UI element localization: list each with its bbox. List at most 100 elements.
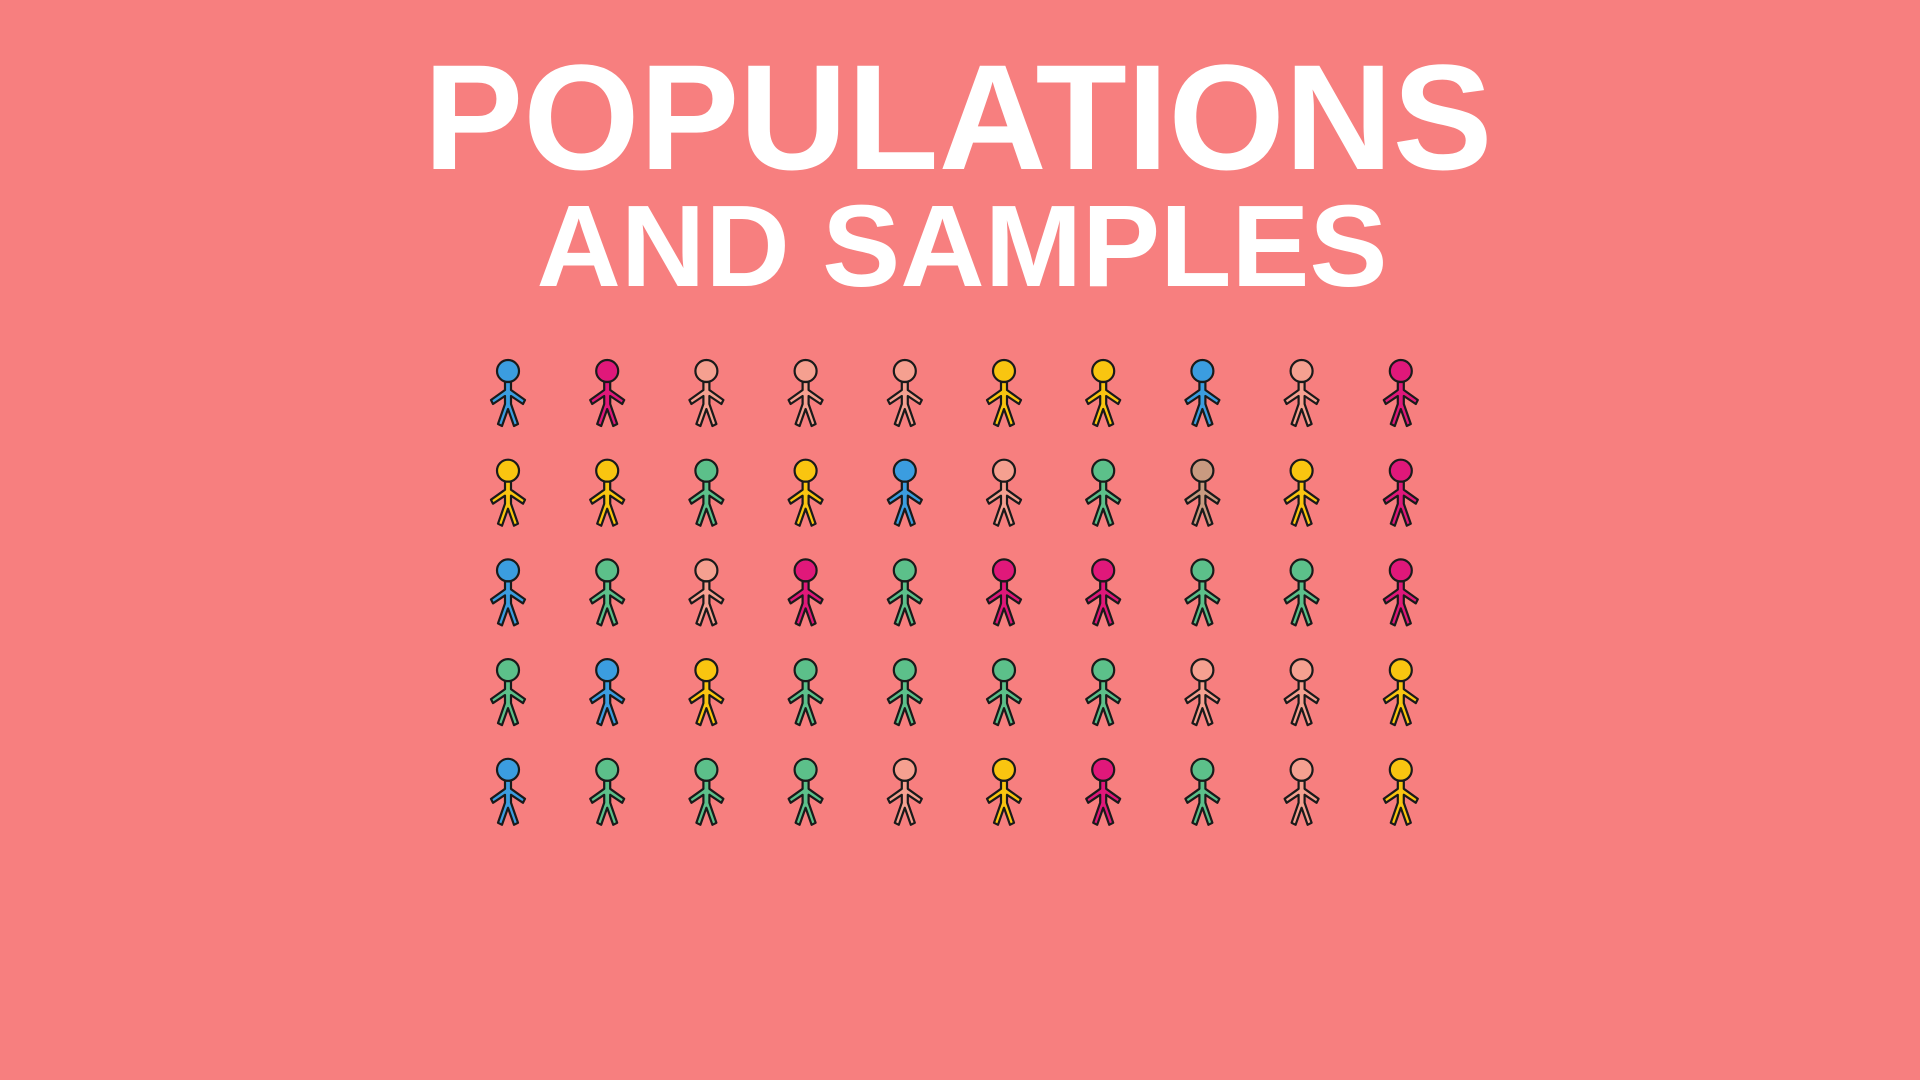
- person-head: [1190, 657, 1215, 683]
- person-icon: [985, 558, 1023, 627]
- person-icon: [489, 558, 527, 627]
- people-grid: [489, 358, 1419, 826]
- person-head: [495, 757, 521, 782]
- person-icon: [787, 458, 824, 527]
- person-icon: [1382, 657, 1419, 727]
- person-head: [1190, 558, 1215, 583]
- person-body: [489, 380, 527, 428]
- person-head: [793, 657, 818, 683]
- person-body: [589, 380, 626, 428]
- person-body: [688, 480, 725, 527]
- person-icon: [688, 358, 725, 428]
- person-body: [787, 580, 824, 627]
- person-icon: [1085, 358, 1122, 428]
- person-head: [892, 757, 917, 782]
- person-head: [1091, 558, 1116, 583]
- person-icon: [688, 657, 725, 727]
- person-body: [1382, 480, 1419, 527]
- person-head: [1388, 358, 1413, 384]
- person-body: [1085, 580, 1122, 627]
- person-head: [1091, 358, 1116, 384]
- person-head: [892, 458, 917, 483]
- person-head: [793, 458, 818, 483]
- person-body: [985, 679, 1023, 727]
- title-line-1: POPULATIONS: [424, 33, 1493, 201]
- person-head: [1190, 358, 1215, 384]
- person-icon: [489, 358, 527, 428]
- person-icon: [1283, 458, 1320, 527]
- person-head: [1190, 757, 1215, 782]
- person-body: [1085, 480, 1122, 527]
- person-head: [1388, 757, 1413, 782]
- person-icon: [1184, 458, 1221, 527]
- person-body: [985, 380, 1023, 428]
- person-head: [1289, 458, 1314, 483]
- person-icon: [1085, 458, 1122, 527]
- person-icon: [1382, 458, 1419, 527]
- person-head: [793, 757, 818, 782]
- person-icon: [1085, 558, 1122, 627]
- person-body: [688, 679, 725, 727]
- person-head: [595, 458, 620, 483]
- person-head: [1388, 458, 1413, 483]
- person-icon: [1283, 358, 1320, 428]
- person-icon: [489, 657, 527, 727]
- person-icon: [886, 757, 923, 826]
- person-head: [694, 757, 719, 782]
- person-head: [694, 358, 719, 384]
- person-body: [1283, 380, 1320, 428]
- person-icon: [1085, 757, 1122, 826]
- person-body: [1184, 480, 1221, 527]
- person-body: [589, 480, 626, 527]
- person-head: [1289, 358, 1314, 384]
- person-body: [886, 779, 923, 826]
- person-icon: [489, 757, 527, 826]
- person-body: [589, 679, 626, 727]
- person-body: [688, 380, 725, 428]
- person-body: [1382, 679, 1419, 727]
- person-body: [1283, 679, 1320, 727]
- person-icon: [589, 757, 626, 826]
- person-icon: [1382, 757, 1419, 826]
- person-icon: [589, 558, 626, 627]
- person-icon: [688, 558, 725, 627]
- person-body: [489, 679, 527, 727]
- person-head: [892, 657, 917, 683]
- person-icon: [985, 358, 1023, 428]
- person-head: [595, 757, 620, 782]
- person-icon: [1382, 558, 1419, 627]
- person-head: [495, 657, 521, 683]
- person-body: [1184, 580, 1221, 627]
- person-body: [589, 779, 626, 826]
- person-body: [787, 380, 824, 428]
- person-body: [1184, 380, 1221, 428]
- person-icon: [1184, 657, 1221, 727]
- person-head: [495, 358, 521, 384]
- person-head: [595, 558, 620, 583]
- person-body: [985, 580, 1023, 627]
- person-head: [991, 458, 1017, 483]
- person-body: [1283, 779, 1320, 826]
- person-head: [495, 558, 521, 583]
- person-icon: [589, 358, 626, 428]
- person-icon: [985, 458, 1023, 527]
- person-body: [1085, 779, 1122, 826]
- person-body: [1382, 380, 1419, 428]
- person-icon: [787, 358, 824, 428]
- person-head: [1289, 657, 1314, 683]
- person-head: [694, 458, 719, 483]
- person-body: [688, 580, 725, 627]
- person-body: [985, 480, 1023, 527]
- person-icon: [886, 657, 923, 727]
- person-icon: [489, 458, 527, 527]
- person-head: [495, 458, 521, 483]
- person-body: [787, 480, 824, 527]
- person-head: [991, 757, 1017, 782]
- person-head: [694, 657, 719, 683]
- person-head: [793, 558, 818, 583]
- person-icon: [1184, 558, 1221, 627]
- person-head: [1388, 657, 1413, 683]
- person-body: [886, 380, 923, 428]
- person-icon: [1184, 757, 1221, 826]
